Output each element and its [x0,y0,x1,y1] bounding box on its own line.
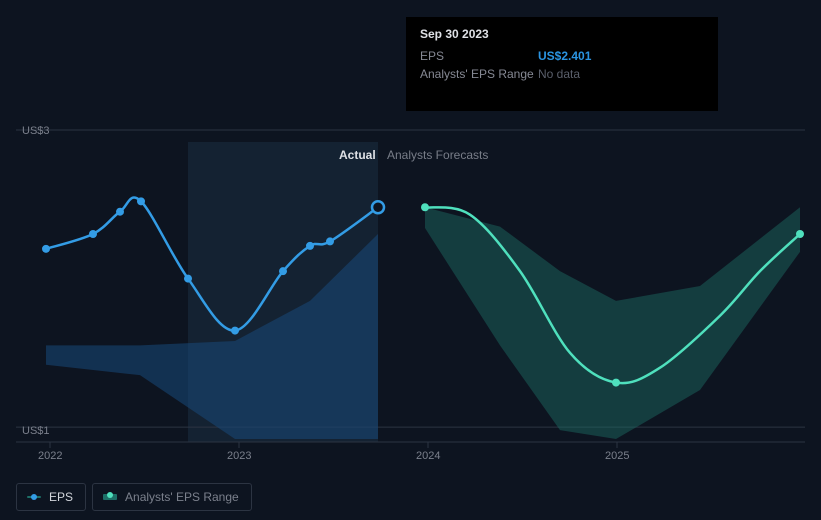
tooltip-range-label: Analysts' EPS Range [420,65,538,83]
tooltip-date: Sep 30 2023 [420,27,704,41]
legend-label: Analysts' EPS Range [125,490,239,504]
legend-label: EPS [49,490,73,504]
forecast-label: Analysts Forecasts [387,148,488,162]
y-axis-label: US$3 [22,125,50,137]
chart-container: US$3 US$1 2022 2023 2024 2025 Actual Ana… [0,0,821,520]
tooltip-eps-value: US$2.401 [538,47,591,65]
x-axis-label: 2024 [416,450,440,462]
legend-item-range[interactable]: Analysts' EPS Range [92,483,252,511]
y-axis-label: US$1 [22,425,50,437]
actual-label: Actual [339,148,376,162]
legend-item-eps[interactable]: EPS [16,483,86,511]
tooltip-range-value: No data [538,65,580,83]
chart-legend: EPS Analysts' EPS Range [16,483,252,511]
x-axis-label: 2023 [227,450,251,462]
chart-tooltip: Sep 30 2023 EPS US$2.401 Analysts' EPS R… [406,17,718,111]
legend-swatch-icon [27,496,41,498]
x-axis-label: 2022 [38,450,62,462]
x-axis-label: 2025 [605,450,629,462]
tooltip-eps-label: EPS [420,47,538,65]
legend-swatch-icon [103,494,117,500]
